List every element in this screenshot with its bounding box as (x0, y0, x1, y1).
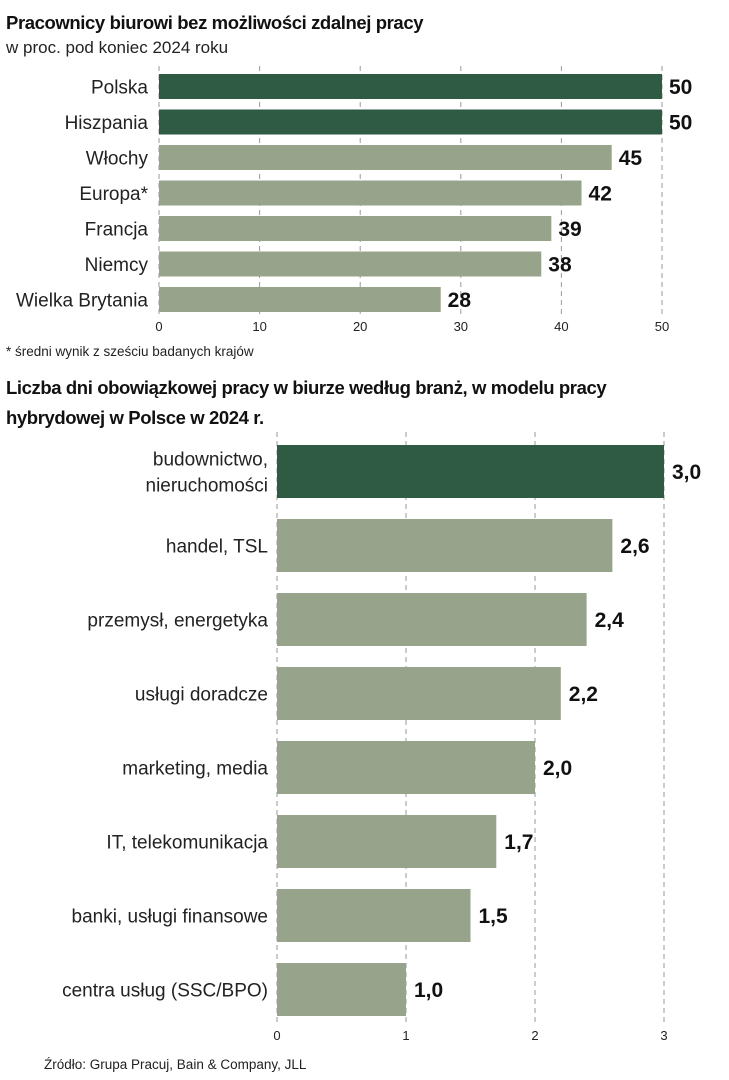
chart2-title-line-1: Liczba dni obowiązkowej pracy w biurze w… (6, 377, 607, 398)
chart1-value-label: 42 (589, 183, 612, 206)
chart2-category-label: przemysł, energetyka (87, 610, 268, 631)
chart1-value-label: 39 (558, 218, 581, 241)
chart1-bar (159, 287, 441, 312)
chart1-category-label: Włochy (86, 148, 149, 169)
chart2-title-line-2: hybrydowej w Polsce w 2024 r. (6, 407, 264, 428)
chart1-value-label: 38 (548, 254, 572, 277)
chart2-bar (277, 889, 471, 942)
chart1-bar (159, 251, 542, 277)
chart2-category-label: handel, TSL (166, 536, 268, 557)
chart1-footnote: * średni wynik z sześciu badanych krajów (6, 344, 254, 359)
chart2-tick-label: 3 (660, 1028, 667, 1043)
chart1-tick-label: 10 (252, 319, 266, 334)
chart1-plot: 0 10 20 30 40 50 50 Polska 50 Hiszpania 45 Włochy 42… (16, 66, 692, 334)
chart2-value-label: 1,0 (414, 979, 443, 1002)
chart2-category-label: marketing, media (122, 758, 268, 779)
chart1-tick-label: 50 (655, 319, 669, 334)
chart2-value-label: 1,5 (479, 905, 509, 928)
chart1-category-label: Polska (91, 77, 148, 98)
chart2-category-label: IT, telekomunikacja (106, 832, 268, 853)
chart2-category-label: nieruchomości (146, 475, 269, 496)
chart1-category-label: Francja (85, 219, 149, 240)
chart1-bar (159, 216, 552, 241)
source-note: Źródło: Grupa Pracuj, Bain & Company, JL… (44, 1057, 307, 1072)
chart2-value-label: 2,4 (595, 609, 625, 632)
chart1-value-label: 50 (669, 76, 692, 99)
chart2-bar (277, 667, 561, 720)
chart2-tick-label: 1 (402, 1028, 409, 1043)
chart2-bar (277, 445, 664, 498)
chart1-title: Pracownicy biurowi bez możliwości zdalne… (6, 12, 424, 33)
chart2-bar (277, 519, 613, 572)
chart1-value-label: 50 (669, 112, 692, 135)
chart2-value-label: 2,0 (543, 757, 572, 780)
chart1-bar (159, 145, 612, 170)
chart1-category-label: Wielka Brytania (16, 290, 148, 311)
chart2-bar (277, 963, 406, 1016)
chart1-tick-label: 40 (554, 319, 568, 334)
chart2-category-label: usługi doradcze (135, 684, 268, 705)
chart1-bar (159, 74, 662, 99)
chart1-category-label: Hiszpania (65, 113, 149, 134)
chart1-tick-label: 0 (155, 319, 162, 334)
chart2-category-label: centra usług (SSC/BPO) (62, 980, 268, 1001)
chart2-tick-label: 0 (273, 1028, 280, 1043)
chart1-value-label: 28 (448, 289, 472, 312)
chart2-value-label: 2,6 (620, 535, 649, 558)
chart1-bar (159, 180, 582, 206)
chart2-category-label: banki, usługi finansowe (72, 906, 268, 927)
chart2-bar (277, 741, 535, 794)
chart1-tick-label: 30 (454, 319, 468, 334)
chart2-bar (277, 593, 587, 646)
chart2-bar (277, 815, 497, 868)
chart2-value-label: 1,7 (504, 831, 533, 854)
chart1-category-label: Niemcy (85, 255, 149, 276)
chart1-category-label: Europa* (79, 184, 148, 205)
chart1-subtitle: w proc. pod koniec 2024 roku (6, 38, 229, 57)
chart2-category-label: budownictwo, (153, 449, 268, 470)
chart1-tick-label: 20 (353, 319, 367, 334)
chart2-tick-label: 2 (531, 1028, 538, 1043)
chart1-bar (159, 109, 662, 135)
chart1-value-label: 45 (619, 147, 643, 170)
chart2-value-label: 3,0 (672, 461, 701, 484)
chart2-value-label: 2,2 (569, 683, 598, 706)
